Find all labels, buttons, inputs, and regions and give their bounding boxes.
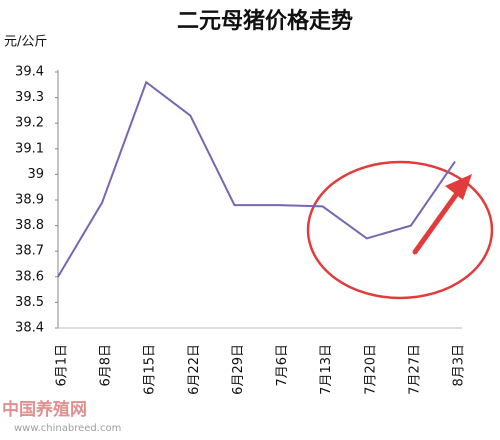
arrow-head <box>445 174 472 200</box>
watermark-name: 中国养殖网 <box>2 399 87 420</box>
watermark-url: www.chinabreed.com <box>14 423 121 434</box>
y-tick-label: 38.8 <box>15 218 44 233</box>
x-tick-label: 7月27日 <box>407 344 422 395</box>
y-tick-label: 39 <box>27 167 44 182</box>
y-tick-label: 39.3 <box>15 90 44 105</box>
x-tick-label: 6月22日 <box>187 344 202 395</box>
x-tick-label: 6月29日 <box>231 344 246 395</box>
y-tick-label: 38.4 <box>15 321 44 336</box>
arrow-shaft <box>412 189 461 255</box>
chart-title: 二元母猪价格走势 <box>177 8 353 34</box>
y-tick-label: 39.2 <box>15 116 44 131</box>
x-tick-label: 7月6日 <box>275 344 290 387</box>
y-axis-label: 元/公斤 <box>4 35 47 50</box>
highlight-circle <box>306 160 494 300</box>
y-tick-label: 39.4 <box>15 65 44 80</box>
y-tick-label: 39.1 <box>15 141 44 156</box>
x-tick-label: 8月3日 <box>452 344 467 387</box>
y-tick-label: 38.5 <box>15 295 44 310</box>
data-line <box>57 80 456 278</box>
x-tick-label: 6月15日 <box>143 344 158 395</box>
x-tick-label: 7月13日 <box>319 344 334 395</box>
x-tick-label: 6月8日 <box>99 344 114 387</box>
y-tick-label: 38.6 <box>15 269 44 284</box>
y-tick-label: 38.9 <box>15 193 44 208</box>
x-tick-label: 6月1日 <box>55 344 70 387</box>
x-tick-label: 7月20日 <box>363 344 378 395</box>
y-tick-label: 38.7 <box>15 244 44 259</box>
